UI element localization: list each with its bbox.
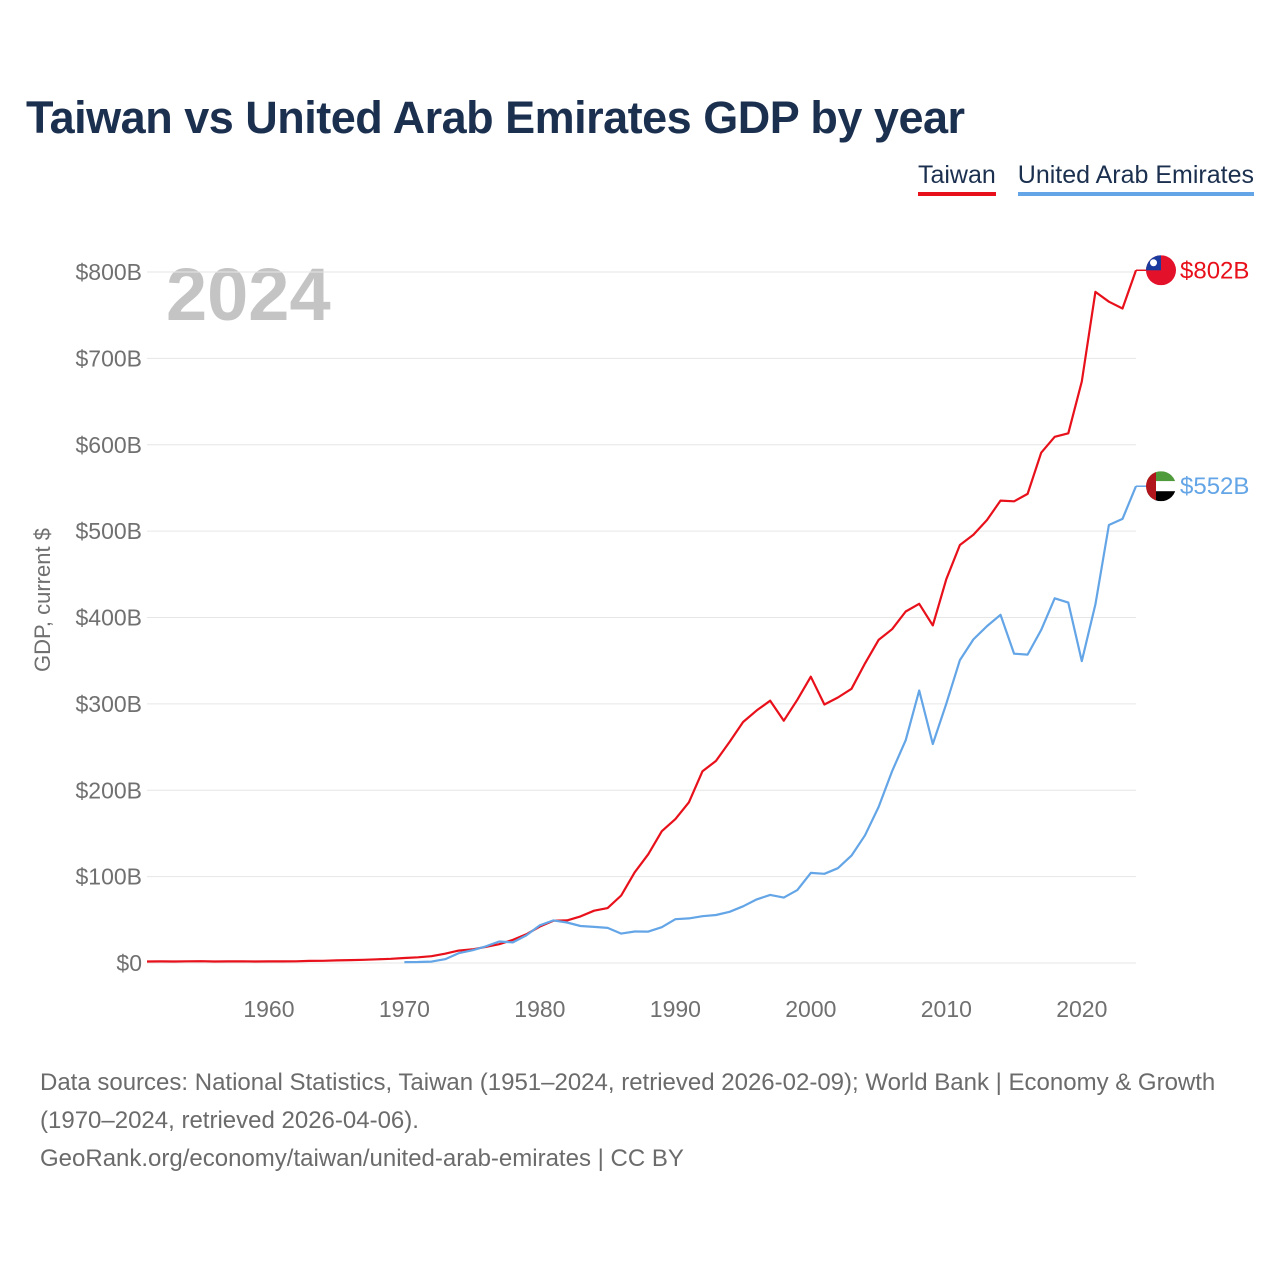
- legend: Taiwan United Arab Emirates: [917, 160, 1254, 196]
- x-tick-label: 2000: [785, 996, 836, 1022]
- x-tick-label: 1980: [514, 996, 565, 1022]
- x-tick-label: 1990: [650, 996, 701, 1022]
- source-text: Data sources: National Statistics, Taiwa…: [40, 1069, 1216, 1134]
- chart-title: Taiwan vs United Arab Emirates GDP by ye…: [26, 92, 965, 143]
- y-tick-label: $100B: [75, 864, 142, 890]
- y-tick-label: $0: [116, 950, 142, 976]
- legend-item-taiwan[interactable]: Taiwan: [917, 160, 996, 196]
- y-tick-label: $500B: [75, 518, 142, 544]
- y-tick-label: $600B: [75, 432, 142, 458]
- x-tick-label: 2020: [1056, 996, 1107, 1022]
- year-watermark: 2024: [166, 253, 331, 336]
- taiwan-flag-icon: [1146, 255, 1176, 286]
- end-value-label: $802B: [1180, 257, 1249, 284]
- legend-item-uae[interactable]: United Arab Emirates: [1017, 160, 1254, 196]
- end-value-label: $552B: [1180, 473, 1249, 500]
- gdp-line-chart: 2024 $0 $100B $200B $300B $400B $500B $600B $700…: [30, 253, 1249, 1022]
- x-tick-label: 2010: [921, 996, 972, 1022]
- source-url: GeoRank.org/economy/taiwan/united-arab-e…: [40, 1145, 684, 1172]
- y-tick-label: $300B: [75, 691, 142, 717]
- uae-gdp-line[interactable]: [404, 485, 1138, 964]
- y-axis-title: GDP, current $: [30, 528, 55, 672]
- y-tick-label: $400B: [75, 605, 142, 631]
- y-tick-label: $700B: [75, 345, 142, 371]
- x-tick-label: 1970: [379, 996, 430, 1022]
- taiwan-gdp-line[interactable]: [146, 269, 1138, 963]
- y-tick-label: $200B: [75, 777, 142, 803]
- y-tick-label: $800B: [75, 259, 142, 285]
- source-note: Data sources: National Statistics, Taiwa…: [40, 1064, 1240, 1178]
- x-tick-label: 1960: [243, 996, 294, 1022]
- uae-flag-icon: [1146, 471, 1176, 502]
